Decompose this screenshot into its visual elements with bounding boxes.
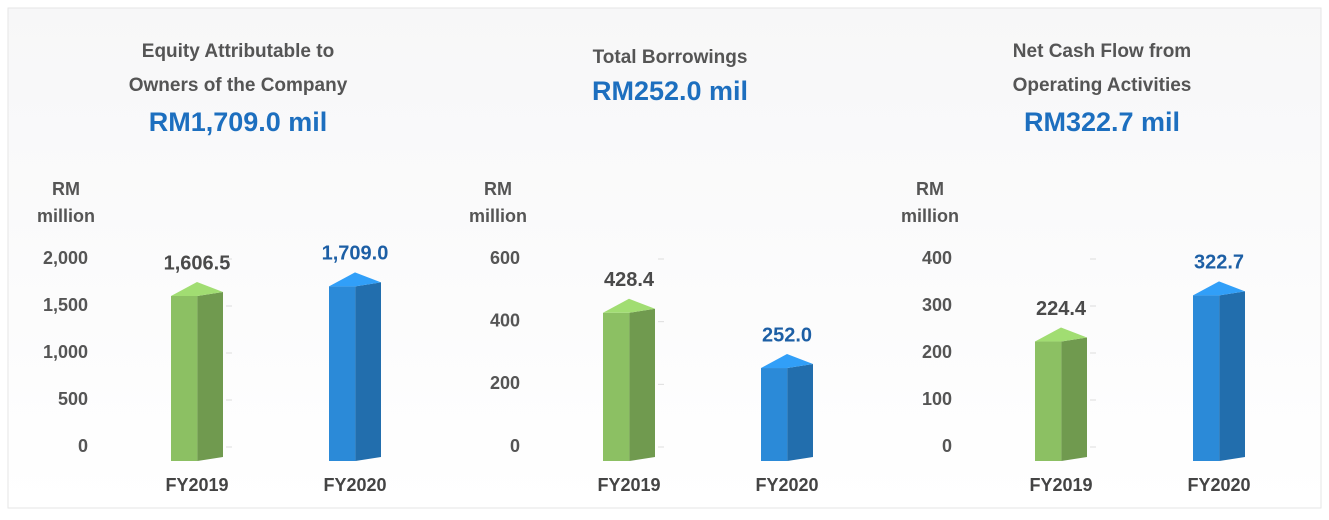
- y-tick-label: 400: [490, 310, 520, 330]
- y-tick-label: 1,500: [43, 295, 88, 315]
- chart-subtitle: RM322.7 mil: [1024, 107, 1180, 137]
- y-tick-label: 300: [922, 295, 952, 315]
- bar-top: [1035, 327, 1087, 342]
- bar-top: [1193, 281, 1245, 296]
- y-tick-label: 100: [922, 389, 952, 409]
- chart-title: Owners of the Company: [129, 75, 348, 96]
- y-tick-label: 0: [510, 436, 520, 456]
- bar: [1035, 341, 1062, 461]
- data-label: 224.4: [1036, 298, 1087, 320]
- bar-top: [761, 354, 813, 369]
- bar-side: [629, 308, 655, 461]
- bar: [603, 312, 630, 461]
- y-tick-label: 0: [78, 436, 88, 456]
- y-axis-label: RM: [484, 179, 512, 199]
- data-label: 252.0: [762, 324, 812, 346]
- bar-side: [197, 291, 223, 461]
- bar-side: [1061, 337, 1087, 461]
- x-tick-label: FY2020: [1187, 475, 1250, 495]
- bar: [329, 286, 356, 461]
- bar: [171, 295, 198, 461]
- bar: [761, 368, 788, 461]
- bar-top: [171, 281, 223, 296]
- y-axis-label: million: [469, 206, 527, 226]
- x-tick-label: FY2020: [323, 475, 386, 495]
- panel: [7, 7, 1322, 509]
- chart-title: Net Cash Flow from: [1013, 41, 1191, 62]
- chart-title: Equity Attributable to: [142, 41, 334, 62]
- x-tick-label: FY2019: [165, 475, 228, 495]
- y-tick-label: 1,000: [43, 342, 88, 362]
- bar-side: [355, 282, 381, 461]
- y-tick-label: 400: [922, 248, 952, 268]
- y-tick-label: 600: [490, 248, 520, 268]
- x-tick-label: FY2019: [1029, 475, 1092, 495]
- data-label: 428.4: [604, 269, 655, 291]
- y-tick-label: 200: [490, 373, 520, 393]
- x-tick-label: FY2020: [755, 475, 818, 495]
- bar-side: [787, 364, 813, 461]
- y-axis-label: million: [901, 206, 959, 226]
- x-tick-label: FY2019: [597, 475, 660, 495]
- bar-side: [1219, 291, 1245, 461]
- chart-title: Operating Activities: [1013, 75, 1192, 96]
- chart-title: Total Borrowings: [593, 47, 748, 68]
- bar: [1193, 295, 1220, 461]
- y-axis-label: million: [37, 206, 95, 226]
- chart-subtitle: RM1,709.0 mil: [149, 107, 328, 137]
- y-tick-label: 2,000: [43, 248, 88, 268]
- data-label: 322.7: [1194, 252, 1244, 274]
- y-axis-label: RM: [916, 179, 944, 199]
- y-axis-label: RM: [52, 179, 80, 199]
- chart-subtitle: RM252.0 mil: [592, 76, 748, 106]
- bar-top: [603, 298, 655, 313]
- y-tick-label: 200: [922, 342, 952, 362]
- data-label: 1,606.5: [164, 252, 231, 274]
- data-label: 1,709.0: [322, 243, 389, 265]
- y-tick-label: 0: [942, 436, 952, 456]
- y-tick-label: 500: [58, 389, 88, 409]
- bar-top: [329, 272, 381, 287]
